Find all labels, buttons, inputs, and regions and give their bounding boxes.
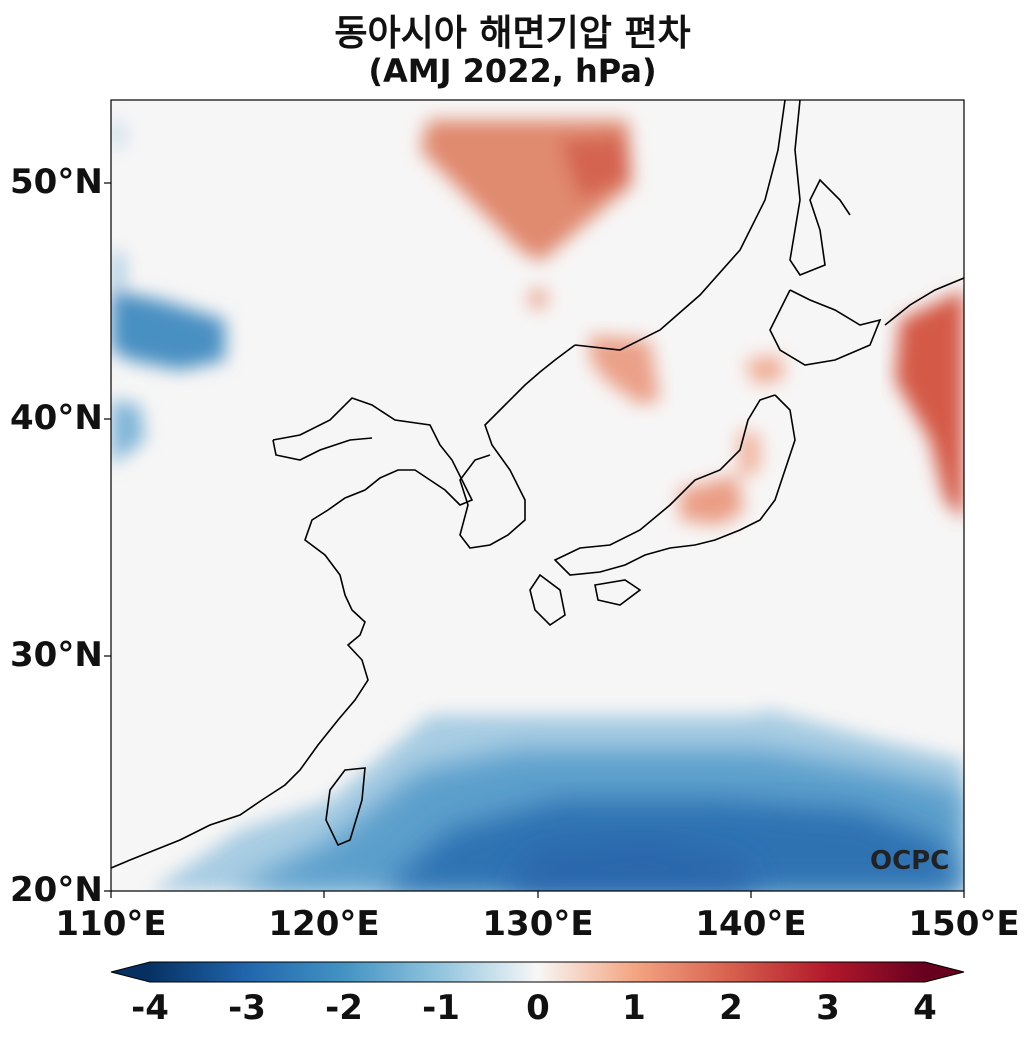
colorbar-tick: -2 [325, 988, 363, 1028]
colorbar-tick: 1 [622, 988, 646, 1028]
lon-tick-120: 120°E [268, 904, 380, 944]
lon-tick-130: 130°E [482, 904, 594, 944]
anomaly-west-negative [111, 120, 225, 465]
anomaly-pacific-negative [150, 710, 964, 891]
colorbar-tick: -1 [422, 988, 460, 1028]
colorbar-tick: -3 [228, 988, 266, 1028]
lat-tick-40: 40°N [10, 398, 103, 438]
lat-tick-50: 50°N [10, 162, 103, 202]
anomaly-japan-positive [680, 355, 785, 525]
anomaly-north-china-positive [420, 120, 632, 312]
map-title: 동아시아 해면기압 편차 [334, 13, 691, 54]
lat-tick-30: 30°N [10, 635, 103, 675]
colorbar-tick: 4 [913, 988, 937, 1028]
axis-ticks [104, 182, 965, 898]
lon-tick-150: 150°E [908, 904, 1020, 944]
colorbar-tick: -4 [131, 988, 169, 1028]
colorbar-tick: 2 [719, 988, 743, 1028]
lon-tick-110: 110°E [55, 904, 167, 944]
anomaly-northeast-korea-positive [590, 335, 660, 405]
lat-tick-20: 20°N [10, 870, 103, 910]
colorbar-tick: 3 [816, 988, 840, 1028]
map-subtitle: (AMJ 2022, hPa) [368, 52, 657, 90]
colorbar-tick: 0 [526, 988, 550, 1028]
lon-tick-140: 140°E [695, 904, 807, 944]
ocpc-watermark: OCPC [870, 846, 950, 876]
anomaly-northwest-pacific-positive [895, 290, 964, 520]
coastlines [111, 100, 964, 869]
colorbar [110, 961, 965, 983]
